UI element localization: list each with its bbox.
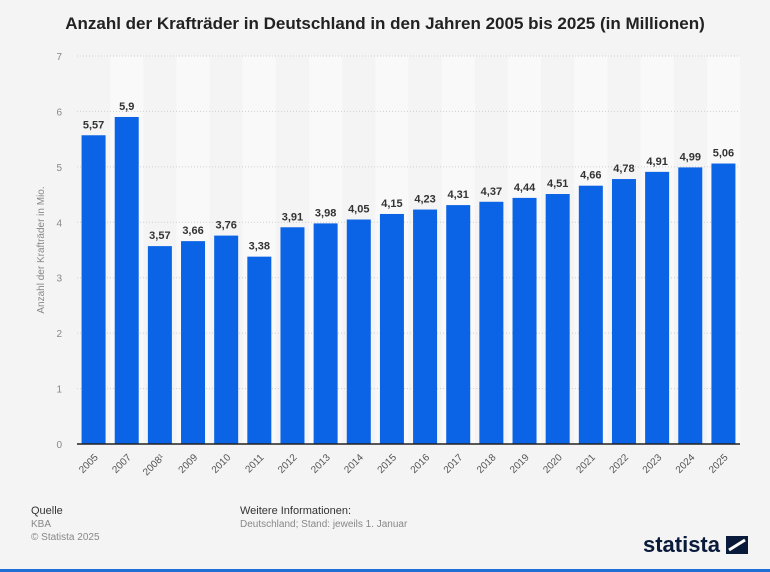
x-tick-label: 2005	[77, 452, 101, 476]
bar	[578, 185, 603, 444]
data-label: 4,23	[414, 194, 435, 206]
x-tick-label: 2019	[508, 452, 532, 476]
y-tick-label: 2	[56, 329, 62, 340]
bar	[479, 201, 504, 444]
data-label: 3,91	[282, 211, 303, 223]
x-tick-label: 2012	[276, 452, 300, 476]
logo-text: statista	[642, 532, 720, 557]
data-label: 4,31	[448, 189, 469, 201]
bottom-accent-line	[0, 569, 770, 572]
bar	[114, 116, 139, 444]
statista-logo-icon	[726, 536, 748, 554]
data-label: 4,05	[348, 204, 369, 216]
data-label: 5,57	[83, 119, 104, 131]
info-text: Deutschland; Stand: jeweils 1. Januar	[240, 519, 408, 530]
bar	[512, 197, 537, 444]
data-label: 4,78	[613, 163, 634, 175]
bar	[611, 179, 636, 444]
data-label: 4,66	[580, 170, 601, 182]
x-tick-label: 2020	[541, 452, 565, 476]
data-label: 3,38	[249, 241, 270, 253]
y-tick-label: 0	[56, 440, 62, 451]
y-tick-label: 7	[56, 52, 62, 63]
source-text: KBA	[31, 519, 52, 530]
bar	[280, 227, 305, 444]
bar	[545, 194, 570, 444]
bar	[81, 135, 106, 444]
x-tick-label: 2013	[309, 452, 333, 476]
data-label: 3,76	[215, 220, 236, 232]
bar	[313, 223, 338, 444]
bar	[247, 256, 272, 444]
x-tick-label: 2021	[574, 452, 598, 476]
bar	[711, 163, 736, 444]
data-label: 5,06	[713, 148, 734, 160]
bar	[413, 209, 438, 444]
chart-title: Anzahl der Krafträder in Deutschland in …	[65, 14, 705, 33]
y-tick-label: 6	[56, 107, 62, 118]
statista-logo[interactable]: statista	[643, 532, 748, 558]
y-tick-label: 3	[56, 274, 62, 285]
bar	[214, 235, 239, 444]
x-tick-label: 2025	[707, 452, 731, 476]
x-tick-label: 2023	[641, 452, 665, 476]
data-label: 4,99	[680, 151, 701, 163]
x-tick-label: 2018	[475, 452, 499, 476]
x-tick-label: 2017	[442, 452, 466, 476]
data-label: 3,66	[182, 225, 203, 237]
info-block: Weitere Informationen: Deutschland; Stan…	[240, 505, 407, 531]
data-label: 5,9	[119, 101, 134, 113]
x-tick-label: 2016	[409, 452, 433, 476]
info-heading: Weitere Informationen:	[240, 505, 352, 517]
bar	[346, 219, 371, 444]
y-tick-label: 5	[56, 163, 62, 174]
data-label: 4,44	[514, 182, 536, 194]
x-tick-label: 2009	[177, 452, 201, 476]
x-tick-label: 2011	[243, 452, 266, 475]
bar	[645, 171, 670, 445]
x-tick-label: 2008¹	[141, 452, 167, 478]
source-block: Quelle KBA © Statista 2025	[31, 505, 100, 544]
data-label: 3,57	[149, 230, 170, 242]
x-tick-label: 2010	[210, 452, 234, 476]
x-tick-label: 2007	[110, 452, 134, 476]
y-axis-label: Anzahl der Krafträder in Mio.	[36, 186, 47, 313]
data-label: 4,91	[646, 156, 667, 168]
data-label: 4,51	[547, 178, 568, 190]
bar-chart: 0 1 2 3 4 5 6 7 Anzahl der Krafträder in Mio. 5,5…	[36, 52, 740, 478]
data-label: 4,37	[481, 186, 502, 198]
y-tick-label: 1	[56, 385, 62, 396]
bar	[379, 213, 404, 444]
bar	[446, 205, 471, 444]
copyright: © Statista 2025	[31, 532, 100, 543]
source-heading: Quelle	[31, 505, 63, 517]
bar	[181, 241, 206, 444]
x-tick-label: 2024	[674, 452, 698, 476]
x-tick-label: 2022	[608, 452, 632, 476]
data-label: 3,98	[315, 207, 336, 219]
bar	[147, 246, 172, 444]
x-tick-label: 2015	[376, 452, 400, 476]
x-tick-label: 2014	[342, 452, 366, 476]
data-label: 4,15	[381, 198, 402, 210]
y-tick-label: 4	[56, 218, 62, 229]
bar	[678, 167, 703, 444]
